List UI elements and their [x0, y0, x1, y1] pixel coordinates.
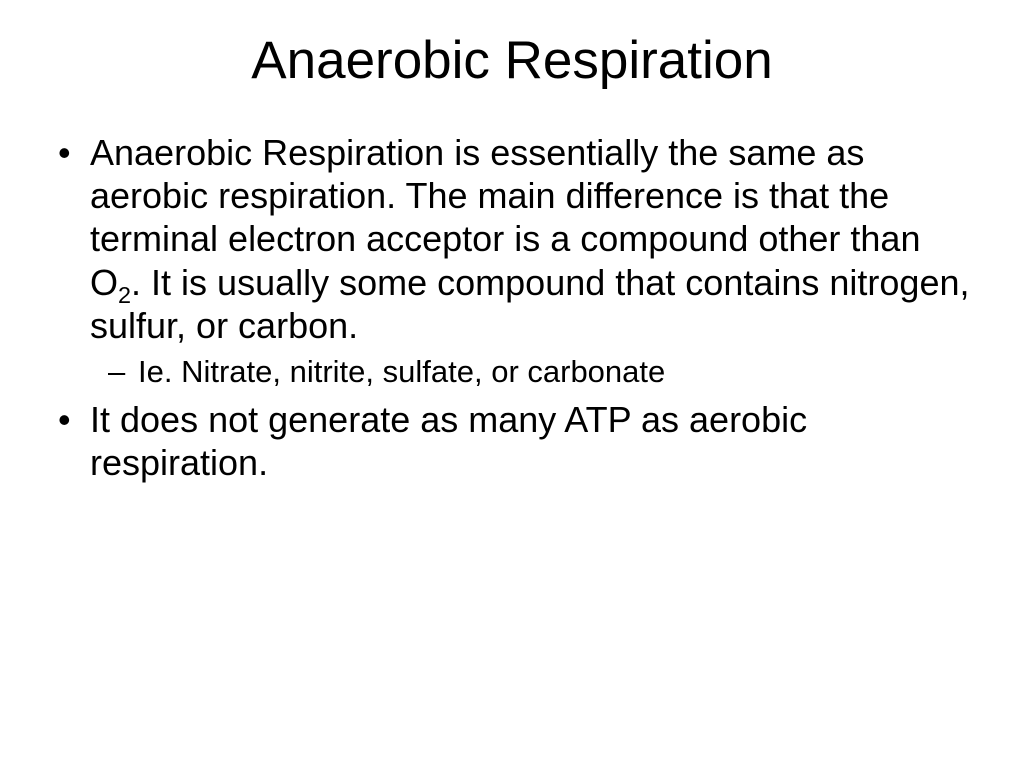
bullet-item-1: Anaerobic Respiration is essentially the… — [90, 131, 974, 392]
sub-bullet-item-1: Ie. Nitrate, nitrite, sulfate, or carbon… — [138, 353, 974, 392]
slide: Anaerobic Respiration Anaerobic Respirat… — [0, 0, 1024, 768]
bullet-item-2: It does not generate as many ATP as aero… — [90, 398, 974, 484]
bullet-text: It does not generate as many ATP as aero… — [90, 399, 807, 483]
bullet-text-post: . It is usually some compound that conta… — [90, 262, 970, 346]
sub-bullet-list: Ie. Nitrate, nitrite, sulfate, or carbon… — [90, 353, 974, 392]
sub-bullet-text: Ie. Nitrate, nitrite, sulfate, or carbon… — [138, 354, 665, 389]
slide-title: Anaerobic Respiration — [50, 30, 974, 91]
bullet-list: Anaerobic Respiration is essentially the… — [50, 131, 974, 484]
